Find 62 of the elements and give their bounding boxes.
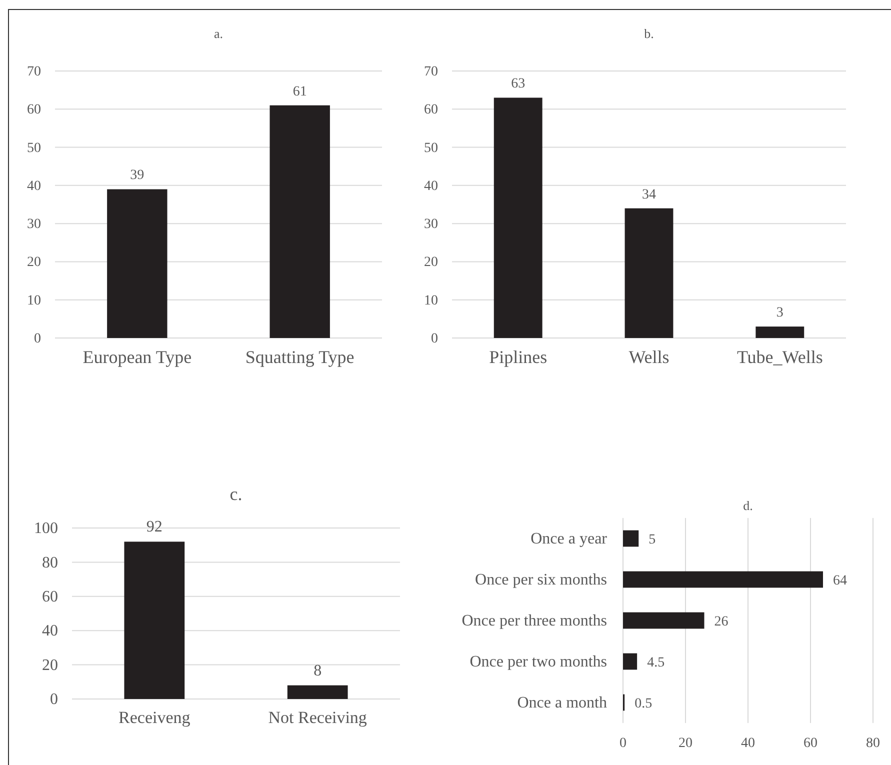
y-tick-label: 80 [42, 554, 58, 572]
y-tick-label: Once per two months [470, 654, 607, 671]
bar [623, 653, 638, 670]
bar [756, 326, 804, 338]
y-tick-label: 20 [424, 255, 438, 270]
x-tick-label: European Type [82, 346, 192, 367]
bar [623, 571, 823, 588]
data-label: 5 [648, 532, 656, 548]
y-tick-label: 0 [50, 691, 58, 708]
data-label: 8 [314, 662, 322, 680]
y-tick-label: 0 [34, 331, 41, 346]
bar [623, 530, 639, 547]
x-tick-label: Piplines [489, 346, 548, 367]
y-tick-label: 70 [27, 64, 41, 80]
data-label: 39 [130, 168, 144, 184]
y-tick-label: 60 [424, 102, 438, 118]
y-tick-label: 50 [27, 140, 41, 156]
y-tick-label: 30 [424, 217, 438, 232]
y-tick-label: 30 [27, 217, 41, 232]
x-tick-label: Tube_Wells [736, 346, 823, 367]
y-tick-label: Once a month [517, 694, 607, 712]
bar [494, 98, 542, 338]
data-label: 0.5 [634, 696, 652, 712]
y-tick-label: 0 [431, 331, 438, 346]
y-tick-label: 40 [27, 178, 41, 194]
x-tick-label: Not Receiving [268, 708, 368, 728]
bar [623, 612, 704, 629]
data-label: 64 [833, 573, 847, 588]
y-tick-label: 10 [424, 293, 438, 308]
data-label: 92 [146, 518, 162, 536]
y-tick-label: Once a year [530, 530, 608, 548]
data-label: 63 [511, 76, 526, 92]
y-tick-label: 60 [42, 588, 58, 606]
y-tick-label: 20 [42, 656, 58, 674]
x-tick-label: Receiveng [118, 708, 191, 728]
y-tick-label: 50 [424, 140, 438, 156]
x-tick-label: 20 [678, 736, 692, 751]
y-tick-label: 10 [27, 293, 41, 308]
data-label: 34 [642, 187, 656, 202]
y-tick-label: 40 [42, 622, 58, 640]
x-tick-label: 40 [741, 736, 755, 751]
y-tick-label: 100 [34, 520, 58, 538]
y-tick-label: Once per three months [462, 612, 607, 630]
data-label: 26 [714, 614, 728, 630]
data-label: 3 [776, 306, 784, 321]
y-tick-label: 60 [27, 102, 41, 118]
bar [624, 208, 674, 338]
y-tick-label: 70 [424, 64, 438, 80]
data-label: 4.5 [647, 655, 665, 670]
chart-title: b. [644, 26, 654, 41]
data-label: 61 [292, 84, 307, 100]
chart-title: c. [230, 484, 242, 504]
x-tick-label: Wells [628, 346, 670, 367]
y-tick-label: 20 [27, 255, 41, 270]
chart-title: d. [743, 498, 753, 513]
x-tick-label: 80 [866, 736, 880, 751]
y-tick-label: Once per six months [475, 572, 607, 589]
x-tick-label: 0 [620, 736, 626, 751]
chart-title: a. [214, 26, 224, 41]
y-tick-label: 40 [424, 178, 438, 194]
x-tick-label: Squatting Type [245, 346, 354, 367]
x-tick-label: 60 [804, 736, 818, 751]
